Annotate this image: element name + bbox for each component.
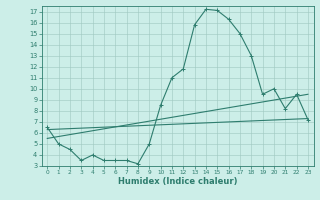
X-axis label: Humidex (Indice chaleur): Humidex (Indice chaleur) [118, 177, 237, 186]
